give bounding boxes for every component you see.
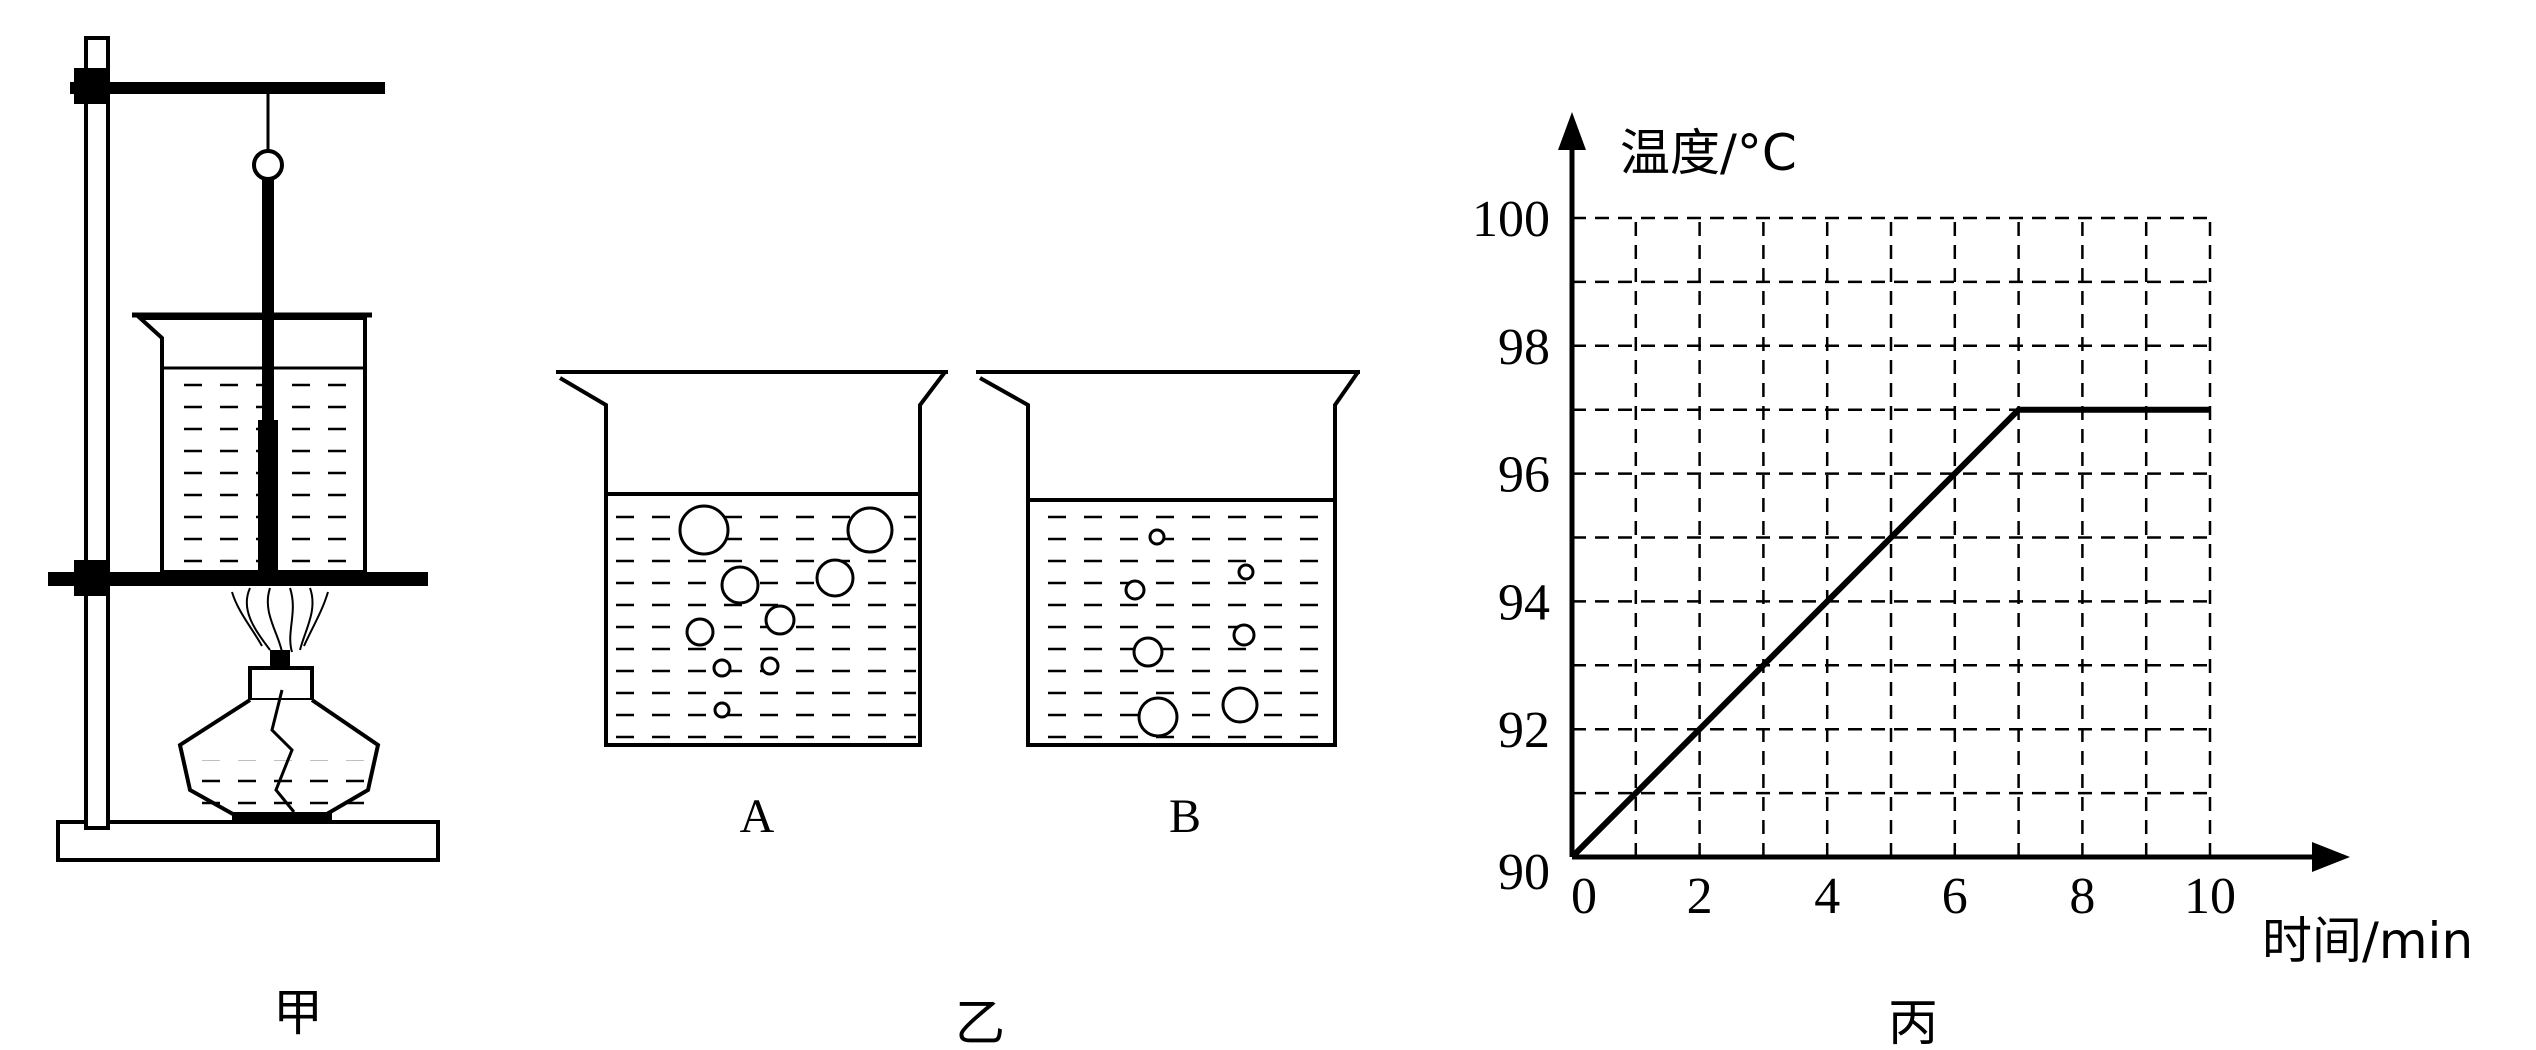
x-tick-label: 2 bbox=[1687, 868, 1713, 925]
stand-base bbox=[56, 820, 440, 862]
temperature-series-line bbox=[1569, 406, 2210, 860]
chart-bing: 0 2 4 6 8 10 90 92 94 96 98 100 温度/°C 时间/min bbox=[1472, 112, 2473, 970]
x-axis-label: 时间/min bbox=[2262, 912, 2473, 970]
x-tick-label: 8 bbox=[2069, 868, 2095, 925]
beaker-b bbox=[976, 370, 1360, 747]
x-axis-arrow bbox=[2312, 842, 2350, 872]
x-tick-label: 10 bbox=[2184, 868, 2236, 925]
y-tick-label: 98 bbox=[1498, 319, 1550, 376]
x-tick-label: 6 bbox=[1942, 868, 1968, 925]
thermometer-ring bbox=[252, 149, 284, 181]
stand-rod bbox=[84, 36, 110, 830]
gauze-clamp-block bbox=[74, 560, 110, 596]
y-axis-arrow bbox=[1558, 112, 1586, 150]
y-axis-label: 温度/°C bbox=[1620, 124, 1797, 182]
panel-label-bing: 丙 bbox=[1888, 994, 1938, 1050]
beaker-a-label: A bbox=[740, 790, 775, 843]
y-tick-label: 92 bbox=[1498, 702, 1550, 759]
x-tick-label: 4 bbox=[1814, 868, 1840, 925]
y-tick-label: 90 bbox=[1498, 844, 1550, 901]
top-clamp-arm bbox=[70, 82, 385, 94]
flame bbox=[231, 587, 329, 653]
y-tick-label: 94 bbox=[1498, 574, 1550, 631]
x-tick-label: 0 bbox=[1571, 868, 1597, 925]
x-tick-labels: 0 2 4 6 8 10 bbox=[1571, 868, 2236, 925]
beaker-a bbox=[556, 370, 948, 747]
panel-label-yi: 乙 bbox=[955, 994, 1005, 1050]
gauze-support-arm bbox=[48, 572, 428, 586]
apparatus-jia bbox=[48, 36, 440, 862]
y-tick-label: 100 bbox=[1472, 191, 1550, 248]
alcohol-lamp bbox=[177, 650, 381, 822]
y-tick-labels: 90 92 94 96 98 100 bbox=[1472, 191, 1550, 901]
panel-label-jia: 甲 bbox=[273, 984, 323, 1042]
beaker-b-label: B bbox=[1169, 790, 1201, 843]
y-tick-label: 96 bbox=[1498, 447, 1550, 504]
top-clamp-block bbox=[74, 68, 110, 104]
